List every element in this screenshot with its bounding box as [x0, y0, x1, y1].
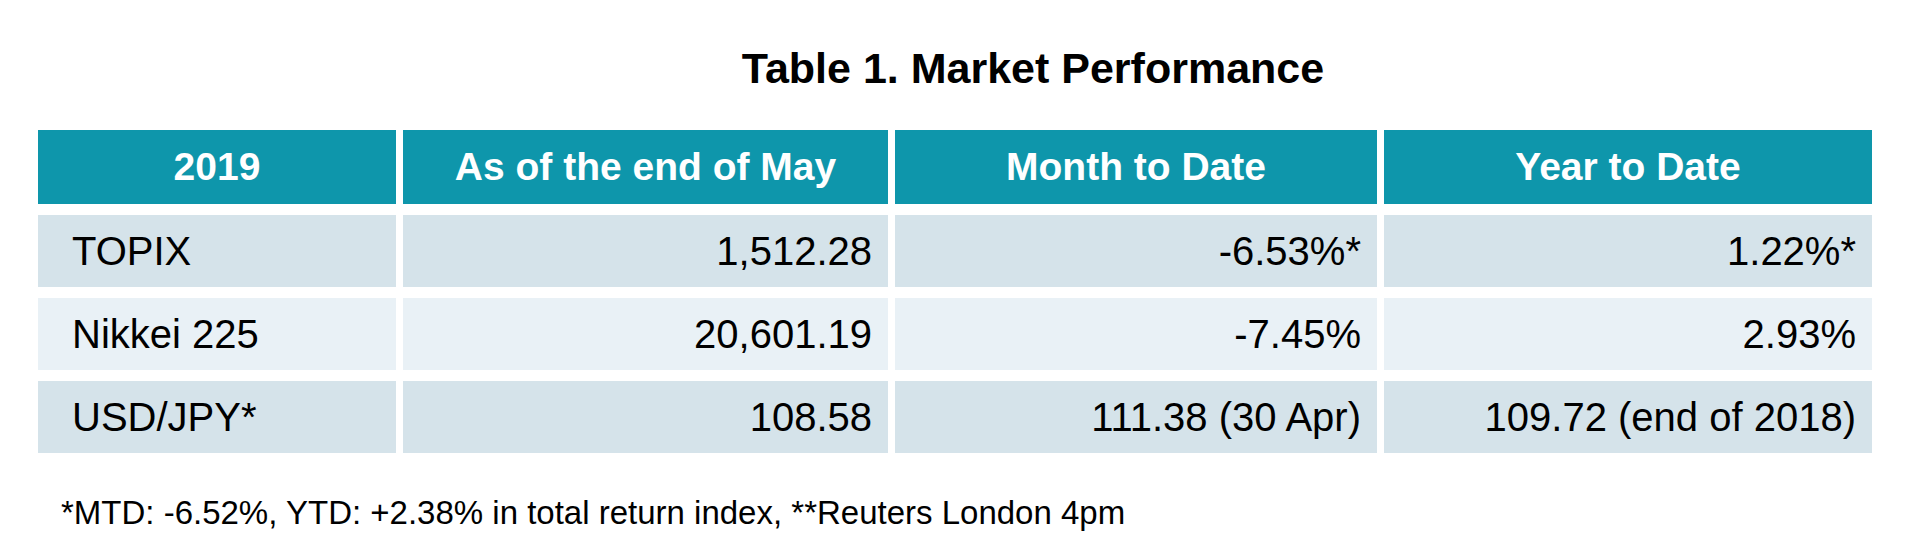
cell-usdjpy-ytd: 109.72 (end of 2018) — [1384, 381, 1872, 453]
row-label-nikkei225: Nikkei 225 — [38, 298, 396, 370]
page-title: Table 1. Market Performance — [73, 44, 1920, 93]
cell-topix-ytd: 1.22%* — [1384, 215, 1872, 287]
header-cell-end-of-may: As of the end of May — [403, 130, 888, 204]
header-cell-year: 2019 — [38, 130, 396, 204]
cell-topix-end-of-may: 1,512.28 — [403, 215, 888, 287]
report-page: Table 1. Market Performance 2019 As of t… — [0, 0, 1920, 551]
footnote: *MTD: -6.52%, YTD: +2.38% in total retur… — [61, 494, 1125, 532]
cell-nikkei225-ytd: 2.93% — [1384, 298, 1872, 370]
cell-topix-mtd: -6.53%* — [895, 215, 1377, 287]
cell-usdjpy-mtd: 111.38 (30 Apr) — [895, 381, 1377, 453]
cell-usdjpy-end-of-may: 108.58 — [403, 381, 888, 453]
row-label-usdjpy: USD/JPY* — [38, 381, 396, 453]
cell-nikkei225-mtd: -7.45% — [895, 298, 1377, 370]
row-label-topix: TOPIX — [38, 215, 396, 287]
header-cell-year-to-date: Year to Date — [1384, 130, 1872, 204]
cell-nikkei225-end-of-may: 20,601.19 — [403, 298, 888, 370]
header-cell-month-to-date: Month to Date — [895, 130, 1377, 204]
market-performance-table: 2019 As of the end of May Month to Date … — [38, 130, 1872, 453]
